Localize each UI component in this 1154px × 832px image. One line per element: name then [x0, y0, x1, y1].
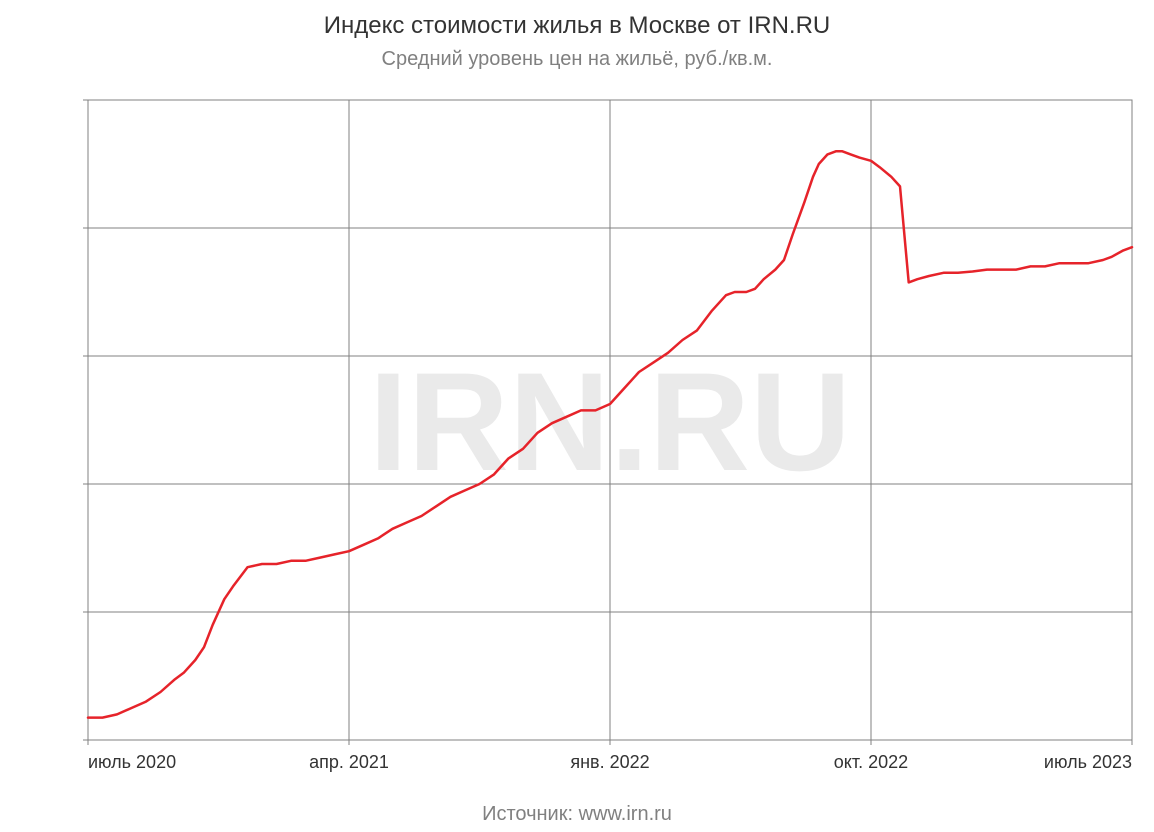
chart-container: Индекс стоимости жилья в Москве от IRN.R…	[0, 0, 1154, 832]
x-tick-label: апр. 2021	[309, 752, 389, 772]
x-tick-label: окт. 2022	[834, 752, 908, 772]
chart-plot-area: IRN.RU180 000200 000220 000240 000260 00…	[80, 95, 1140, 750]
chart-svg: IRN.RU180 000200 000220 000240 000260 00…	[80, 95, 1140, 785]
x-tick-label: июль 2020	[88, 752, 176, 772]
chart-source: Источник: www.irn.ru	[0, 803, 1154, 826]
x-tick-label: янв. 2022	[570, 752, 649, 772]
chart-subtitle: Средний уровень цен на жильё, руб./кв.м.	[0, 48, 1154, 71]
x-tick-label: июль 2023	[1044, 752, 1132, 772]
chart-title: Индекс стоимости жилья в Москве от IRN.R…	[0, 12, 1154, 40]
